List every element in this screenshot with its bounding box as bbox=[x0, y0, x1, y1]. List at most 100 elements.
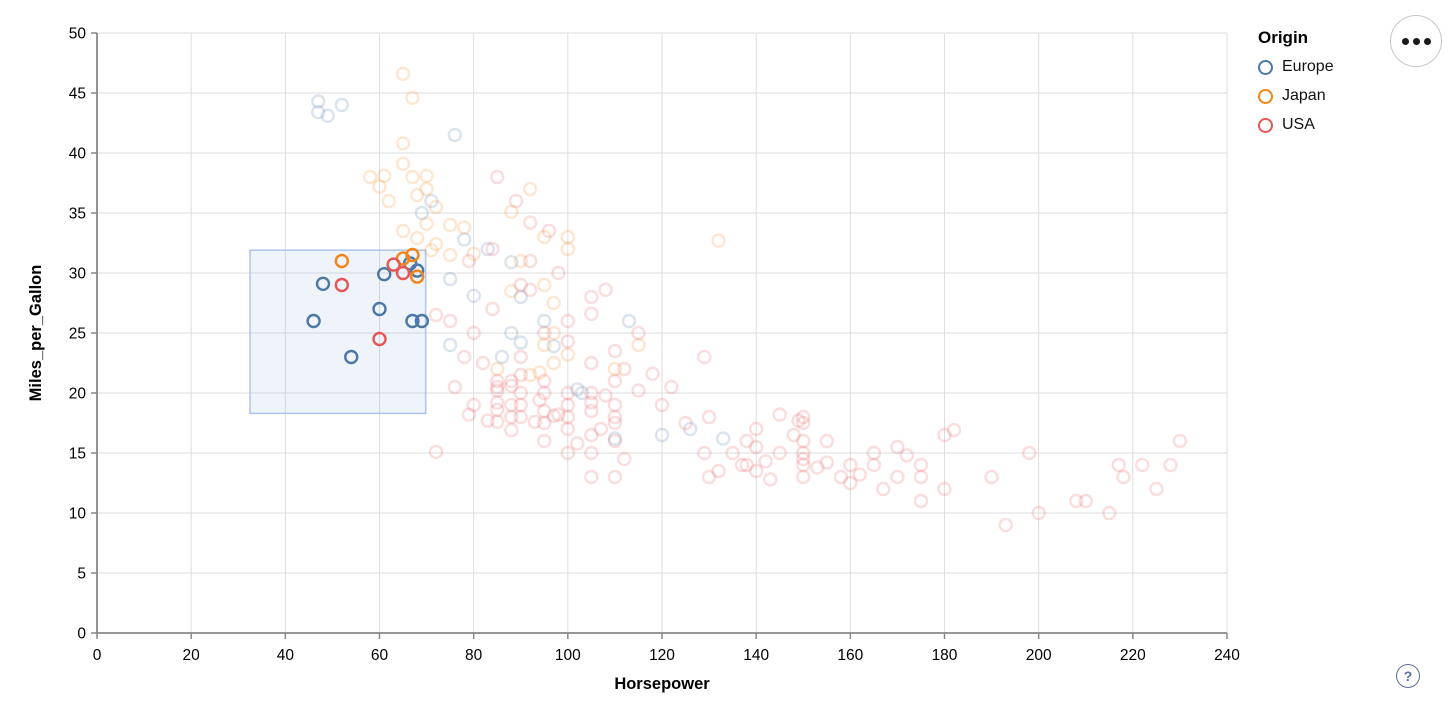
scatter-point bbox=[570, 436, 585, 451]
scatter-point bbox=[405, 313, 420, 329]
x-tick-label: 40 bbox=[277, 647, 295, 664]
scatter-point bbox=[334, 97, 350, 113]
scatter-point bbox=[1022, 445, 1037, 461]
scatter-point bbox=[819, 433, 834, 449]
scatter-point bbox=[457, 349, 472, 365]
scatter-point bbox=[560, 229, 576, 245]
scatter-point bbox=[763, 472, 778, 487]
scatter-point bbox=[466, 246, 481, 262]
scatter-point bbox=[810, 460, 825, 475]
scatter-point bbox=[631, 325, 646, 341]
scatter-point bbox=[701, 409, 717, 425]
y-tick-label: 40 bbox=[69, 146, 87, 163]
scatter-point bbox=[306, 313, 321, 329]
scatter-point bbox=[796, 451, 811, 467]
y-tick-label: 20 bbox=[69, 386, 87, 403]
scatter-point bbox=[899, 448, 915, 463]
scatter-point bbox=[377, 168, 392, 184]
scatter-point bbox=[537, 415, 552, 431]
x-tick-label: 180 bbox=[932, 647, 958, 664]
scatter-point bbox=[574, 385, 590, 401]
scatter-point bbox=[442, 217, 458, 233]
scatter-point bbox=[786, 427, 802, 443]
scatter-point bbox=[913, 469, 929, 485]
scatter-point bbox=[414, 205, 430, 221]
scatter-point bbox=[697, 445, 712, 461]
scatter-point bbox=[532, 393, 547, 408]
scatter-point bbox=[537, 277, 552, 293]
scatter-point bbox=[537, 325, 552, 341]
scatter-point bbox=[560, 241, 576, 257]
scatter-point bbox=[819, 455, 834, 470]
scatter-point bbox=[852, 467, 867, 482]
scatter-point bbox=[560, 334, 576, 349]
scatter-point bbox=[485, 301, 500, 317]
help-button[interactable]: ? bbox=[1396, 664, 1420, 688]
scatter-point bbox=[513, 277, 528, 293]
scatter-point bbox=[584, 306, 599, 321]
scatter-point bbox=[1111, 457, 1126, 473]
legend-item-europe: Europe bbox=[1258, 58, 1334, 76]
scatter-point bbox=[409, 230, 425, 246]
y-tick-label: 5 bbox=[77, 566, 86, 583]
scatter-point bbox=[866, 457, 882, 473]
y-tick-label: 30 bbox=[69, 266, 87, 283]
y-axis-title: Miles_per_Gallon bbox=[27, 265, 45, 402]
scatter-point bbox=[377, 267, 392, 282]
scatter-point bbox=[593, 421, 608, 437]
scatter-point bbox=[320, 108, 335, 124]
scatter-point bbox=[607, 397, 623, 413]
scatter-point bbox=[654, 427, 670, 443]
scatter-point bbox=[598, 388, 613, 403]
scatter-point bbox=[527, 414, 543, 429]
scatter-point bbox=[631, 383, 646, 398]
legend-title: Origin bbox=[1258, 28, 1309, 47]
x-tick-label: 160 bbox=[837, 647, 863, 664]
scatter-point bbox=[428, 307, 444, 323]
japan-ring-icon bbox=[1258, 88, 1273, 104]
scatter-point bbox=[584, 403, 599, 419]
scatter-point bbox=[513, 335, 528, 350]
scatter-point bbox=[796, 415, 811, 431]
scatter-point bbox=[937, 481, 952, 497]
scatter-point bbox=[537, 385, 552, 401]
scatter-point bbox=[791, 413, 806, 428]
x-tick-label: 240 bbox=[1214, 647, 1240, 664]
brush-selection[interactable] bbox=[249, 249, 427, 415]
ellipsis-icon bbox=[1423, 37, 1431, 45]
scatter-point bbox=[513, 397, 528, 413]
x-tick-label: 80 bbox=[465, 647, 483, 664]
scatter-point bbox=[362, 169, 378, 185]
scatter-point bbox=[447, 127, 463, 143]
scatter-point bbox=[796, 469, 811, 485]
actions-menu-button[interactable] bbox=[1390, 15, 1442, 67]
x-axis-title: Horsepower bbox=[614, 675, 710, 693]
x-tick-label: 60 bbox=[371, 647, 389, 664]
scatter-point bbox=[697, 349, 712, 365]
scatter-point bbox=[372, 331, 387, 347]
scatter-point bbox=[541, 223, 557, 239]
scatter-point bbox=[1172, 433, 1188, 449]
scatter-point bbox=[833, 469, 849, 485]
scatter-point bbox=[490, 414, 505, 429]
scatter-point bbox=[748, 421, 764, 437]
scatter-point bbox=[461, 253, 477, 269]
scatter-point bbox=[748, 463, 764, 479]
scatter-point bbox=[513, 253, 528, 269]
scatter-point bbox=[913, 457, 929, 473]
y-tick-label: 15 bbox=[69, 446, 86, 463]
scatter-point bbox=[480, 241, 495, 257]
scatter-point bbox=[739, 433, 754, 449]
scatter-point bbox=[490, 395, 505, 410]
scatter-point bbox=[1116, 469, 1131, 485]
scatter-point bbox=[654, 397, 670, 413]
scatter-point bbox=[494, 349, 510, 365]
legend-item-usa: USA bbox=[1258, 116, 1334, 134]
scatter-point bbox=[946, 423, 962, 438]
scatter-point bbox=[772, 445, 787, 461]
scatter-point bbox=[395, 66, 411, 82]
scatter-point bbox=[490, 383, 505, 398]
scatter-point bbox=[1163, 457, 1178, 473]
x-tick-label: 120 bbox=[649, 647, 675, 664]
